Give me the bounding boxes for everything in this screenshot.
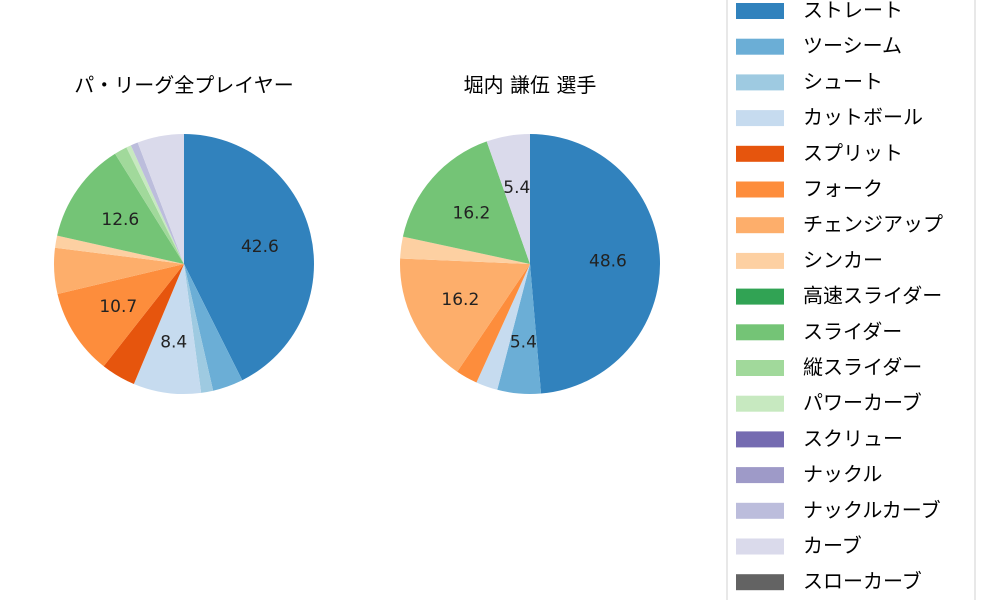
pie-slice xyxy=(402,141,530,264)
pie-data-label: 16.2 xyxy=(453,203,491,223)
pie-slice xyxy=(184,264,214,393)
legend-label: シンカー xyxy=(803,248,883,272)
pie-slice xyxy=(476,264,530,390)
legend-swatch xyxy=(736,252,784,269)
legend-label: スローカーブ xyxy=(803,569,922,593)
legend-swatch xyxy=(736,38,784,55)
legend: ストレートツーシームシュートカットボールスプリットフォークチェンジアップシンカー… xyxy=(726,0,976,600)
pie-slice xyxy=(497,264,542,394)
pie-slice xyxy=(115,147,184,264)
pie-data-label: 5.4 xyxy=(510,333,537,353)
legend-swatch xyxy=(736,288,784,305)
pie-slice xyxy=(57,153,184,264)
legend-swatch xyxy=(736,467,784,484)
legend-swatch xyxy=(736,217,784,234)
pie-slice xyxy=(530,134,661,394)
legend-swatch xyxy=(736,181,784,198)
pie-slice xyxy=(400,236,530,264)
pie-slice xyxy=(184,134,314,381)
legend-frame xyxy=(726,0,976,600)
legend-label: カーブ xyxy=(803,534,862,558)
pie-title-league: パ・リーグ全プレイヤー xyxy=(74,73,293,97)
pie-slice xyxy=(57,264,184,367)
legend-swatch xyxy=(736,538,784,555)
legend-label: チェンジアップ xyxy=(803,212,943,236)
pie-slice xyxy=(184,264,243,391)
legend-label: ナックル xyxy=(803,462,882,486)
legend-label: ナックルカーブ xyxy=(803,498,941,522)
legend-swatch xyxy=(736,74,784,91)
legend-swatch xyxy=(736,395,784,412)
pie-data-label: 8.4 xyxy=(160,332,187,352)
pie-slice xyxy=(103,264,184,384)
legend-label: ストレート xyxy=(803,0,903,22)
legend-label: シュート xyxy=(803,69,883,93)
pie-data-label: 48.6 xyxy=(589,252,627,272)
legend-swatch xyxy=(736,3,784,19)
legend-swatch xyxy=(736,502,784,519)
pie-data-label: 12.6 xyxy=(101,210,139,230)
pie-league: 42.6 8.4 10.7 12.6 xyxy=(53,134,314,394)
legend-label: スプリット xyxy=(803,141,903,165)
legend-label: 高速スライダー xyxy=(803,284,942,308)
legend-swatch xyxy=(736,431,784,448)
legend-label: ツーシーム xyxy=(803,34,902,58)
legend-label: フォーク xyxy=(803,177,883,201)
legend-swatch xyxy=(736,574,784,591)
pie-slice xyxy=(55,235,185,264)
legend-label: 縦スライダー xyxy=(803,355,922,379)
pie-slice xyxy=(126,145,184,264)
pie-data-label: 42.6 xyxy=(241,237,279,257)
pie-slice xyxy=(400,258,530,372)
pie-data-label: 5.4 xyxy=(503,178,530,198)
legend-label: パワーカーブ xyxy=(803,391,922,415)
pie-slice xyxy=(457,264,530,383)
pie-slice xyxy=(130,142,184,264)
pie-title-player: 堀内 謙伍 選手 xyxy=(464,73,597,97)
legend-label: カットボール xyxy=(803,105,923,129)
legend-swatch xyxy=(736,110,784,127)
pie-slice xyxy=(133,264,202,394)
legend-swatch xyxy=(736,324,784,341)
legend-swatch xyxy=(736,360,784,376)
pie-data-label: 16.2 xyxy=(441,290,479,310)
legend-label: スクリュー xyxy=(803,426,903,450)
pie-slice xyxy=(53,247,184,294)
pie-player: 48.6 5.4 16.2 16.2 5.4 xyxy=(400,134,661,394)
pie-slice xyxy=(486,134,530,264)
legend-swatch xyxy=(736,145,784,162)
pie-slice xyxy=(137,134,184,264)
legend-label: スライダー xyxy=(803,319,902,343)
pie-data-label: 10.7 xyxy=(99,297,137,317)
